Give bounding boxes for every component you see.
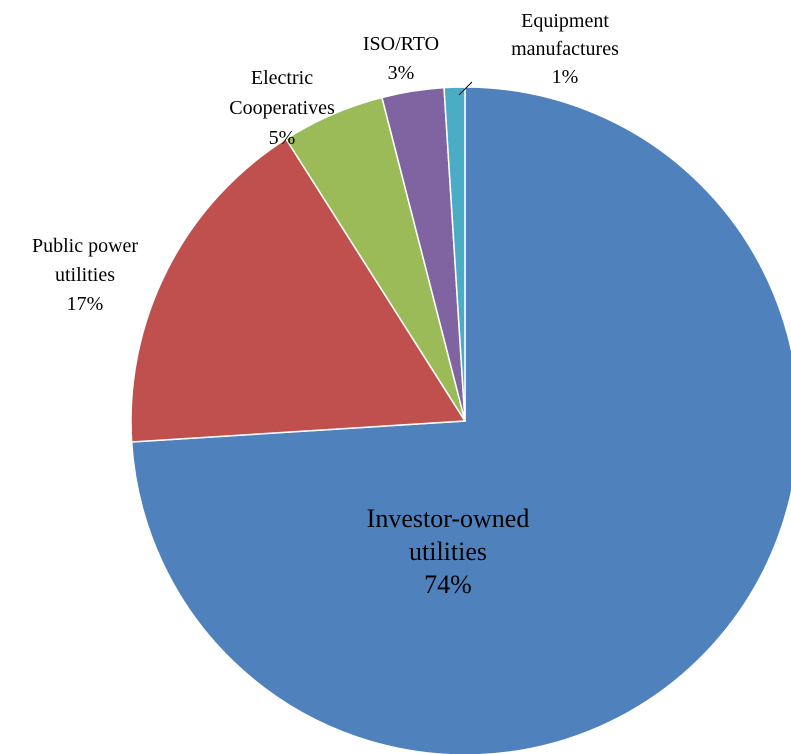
pie-slice-equipment — [443, 86, 466, 422]
slice-name-line: Equipment — [521, 10, 609, 32]
slice-label-public-power: Public power utilities 17% — [32, 235, 138, 315]
slice-name-line: utilities — [409, 537, 487, 566]
slice-percent-label: 17% — [67, 293, 104, 315]
slice-name-line: utilities — [55, 264, 115, 286]
slice-name-line: ISO/RTO — [363, 33, 439, 55]
pie-slice-investor-owned — [130, 86, 791, 754]
slice-name-line: manufactures — [511, 38, 619, 60]
slice-name-line: Investor-owned — [367, 504, 530, 533]
slice-name-line: Electric — [251, 67, 313, 89]
slice-percent-label: 5% — [269, 127, 296, 149]
slice-percent-label: 74% — [424, 570, 472, 599]
slice-label-iso-rto: ISO/RTO 3% — [363, 33, 439, 84]
pie-labels: Investor-owned utilities 74% Public power ut… — [32, 10, 619, 599]
leader-line-equipment — [458, 81, 473, 96]
slice-percent-label: 1% — [552, 66, 579, 88]
slice-percent-label: 3% — [388, 62, 415, 84]
pie-slices — [130, 86, 791, 754]
pie-slice-public-power — [130, 137, 467, 443]
slice-label-equipment: Equipment manufactures 1% — [511, 10, 619, 88]
slice-label-electric: Electric Cooperatives 5% — [229, 67, 335, 149]
slice-label-investor-owned: Investor-owned utilities 74% — [367, 504, 530, 599]
slice-name-line: Public power — [32, 235, 138, 257]
slice-name-line: Cooperatives — [229, 97, 335, 119]
